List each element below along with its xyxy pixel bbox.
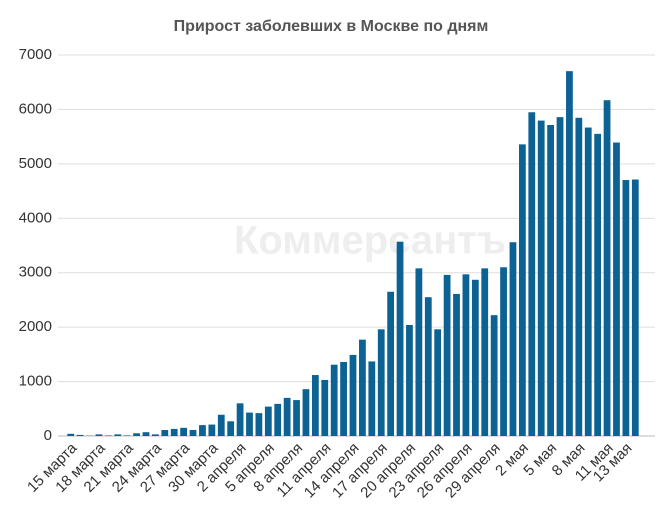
bar <box>462 274 470 436</box>
y-tick-label: 5000 <box>19 155 52 172</box>
bar <box>340 361 347 436</box>
y-tick-label: 4000 <box>19 209 52 226</box>
y-tick-label: 2000 <box>19 318 52 335</box>
bar <box>509 242 517 436</box>
bar <box>104 435 112 436</box>
bar <box>537 120 545 436</box>
bar <box>142 432 150 436</box>
bar <box>594 133 602 436</box>
bar <box>424 297 432 436</box>
bar <box>264 406 272 436</box>
bar <box>283 397 291 436</box>
bar <box>613 142 620 436</box>
bar <box>311 375 319 436</box>
bar <box>246 412 253 436</box>
bar <box>208 424 216 436</box>
bar <box>471 279 479 436</box>
bar <box>76 434 84 436</box>
bar <box>302 389 310 436</box>
bar <box>255 413 263 436</box>
bar <box>631 179 639 436</box>
watermark: Коммерсантъ <box>234 219 506 263</box>
y-tick-label: 1000 <box>19 373 52 390</box>
y-tick-label: 6000 <box>19 100 52 117</box>
bar <box>575 117 583 436</box>
bar <box>387 291 395 436</box>
bar <box>199 425 206 436</box>
bar <box>359 339 366 436</box>
bar <box>500 267 507 436</box>
bar <box>396 241 404 436</box>
bar <box>180 427 188 436</box>
bar <box>481 268 489 436</box>
bar <box>434 329 442 436</box>
bar <box>189 430 197 436</box>
bar <box>170 428 178 436</box>
bar <box>556 117 564 437</box>
bar <box>123 435 131 436</box>
bar <box>114 434 122 436</box>
bar <box>227 421 235 436</box>
bar <box>415 268 423 436</box>
bar <box>566 71 573 436</box>
bar <box>406 324 413 436</box>
bar <box>330 364 338 436</box>
bar <box>349 354 357 436</box>
bar <box>528 112 536 437</box>
y-tick-label: 3000 <box>19 264 52 281</box>
bar <box>95 434 103 436</box>
y-tick-label: 0 <box>44 427 52 444</box>
y-tick-label: 7000 <box>19 46 52 63</box>
bar <box>321 379 329 436</box>
bar <box>368 361 376 436</box>
bar <box>67 433 75 436</box>
bar <box>490 315 498 436</box>
bar <box>217 414 225 436</box>
bar <box>584 127 592 436</box>
bar <box>152 434 159 436</box>
bar <box>622 180 630 436</box>
bar <box>377 329 385 436</box>
bar <box>518 144 526 437</box>
bar <box>161 430 169 436</box>
bar <box>293 400 300 436</box>
bar <box>603 100 611 437</box>
bar <box>236 403 244 436</box>
bar <box>133 433 140 436</box>
chart-title: Прирост заболевших в Москве по дням <box>174 18 489 35</box>
bar <box>443 274 451 436</box>
bar <box>547 124 554 436</box>
bar <box>453 293 460 436</box>
bar <box>274 403 282 436</box>
